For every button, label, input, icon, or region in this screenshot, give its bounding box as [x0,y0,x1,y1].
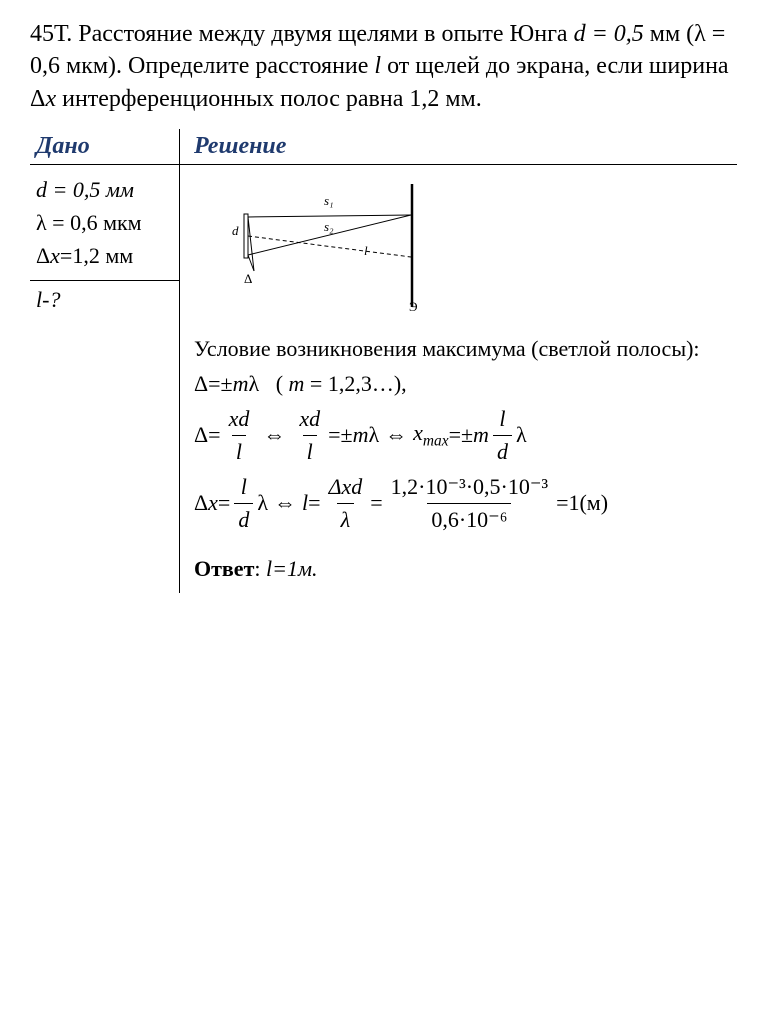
given-dx: Δx=1,2 мм [36,239,173,272]
diagram: s₁ s₂ d l Δ Э [194,173,723,333]
xmax: xmax [413,417,448,453]
solution-header: Решение [180,129,737,164]
problem-statement: 45Т. Расстояние между двумя щелями в опы… [30,18,737,115]
solution-column: s₁ s₂ d l Δ Э Условие возникновения макс… [180,165,737,593]
lambda: λ [257,487,268,519]
result: =1(м) [556,487,608,519]
equation-1: Δ=±mλ ( m = 1,2,3…), [194,368,723,400]
table-header: Дано Решение [30,129,737,165]
eq-text: =±m [449,419,489,451]
frac-dxd-lambda: Δxd λ [325,471,367,536]
svg-text:Э: Э [409,299,418,314]
eq-text: =±mλ [328,419,379,451]
frac-l-d-2: l d [234,471,253,536]
svg-text:s₂: s₂ [324,219,334,234]
frac-calc: 1,2·10⁻³·0,5·10⁻³ 0,6·10⁻⁶ [387,471,552,536]
iff-icon: ⇔ [379,419,413,451]
lambda: λ [516,419,527,451]
svg-text:d: d [232,223,239,238]
problem-text: Расстояние между двумя щелями в опыте Юн… [78,21,573,47]
svg-text:l: l [364,243,368,258]
svg-text:Δ: Δ [244,271,252,286]
answer-value: l=1м. [266,556,318,581]
problem-number: 45Т. [30,21,72,47]
given-column: d = 0,5 мм λ = 0,6 мкм Δx=1,2 мм l-? [30,165,180,593]
given-d: d = 0,5 мм [36,173,173,206]
svg-text:s₁: s₁ [324,193,334,208]
var-x: x [45,86,56,112]
problem-text: интерференционных полос равна 1,2 мм. [56,86,482,112]
table-body: d = 0,5 мм λ = 0,6 мкм Δx=1,2 мм l-? s₁ … [30,165,737,593]
condition-text: Условие возникновения максимума (светлой… [194,333,723,365]
given-header: Дано [30,129,180,164]
var-d: d = 0,5 [574,21,644,47]
delta-sym: Δ= [194,419,221,451]
young-diagram-svg: s₁ s₂ d l Δ Э [214,179,444,314]
answer-line: Ответ: l=1м. [194,553,723,585]
given-values: d = 0,5 мм λ = 0,6 мкм Δx=1,2 мм [30,165,179,281]
frac-l-d: l d [493,403,512,468]
frac-xd-l: xd l [225,403,254,468]
answer-label: Ответ [194,556,254,581]
equation-3: Δx= l d λ ⇔ l= Δxd λ = 1,2·10⁻³·0,5·10⁻³… [194,471,723,536]
eq1-text: Δ=±mλ ( m = 1,2,3…), [194,368,407,400]
given-lambda: λ = 0,6 мкм [36,206,173,239]
frac-xd-l-2: xd l [295,403,324,468]
iff-icon: ⇔ [257,419,291,451]
equation-2: Δ= xd l ⇔ xd l =±mλ ⇔ xmax =±m l d λ [194,403,723,468]
solution-table: Дано Решение d = 0,5 мм λ = 0,6 мкм Δx=1… [30,129,737,593]
dx-label: Δx= [194,487,230,519]
given-find: l-? [30,281,179,319]
iff-icon: ⇔ [268,487,302,519]
